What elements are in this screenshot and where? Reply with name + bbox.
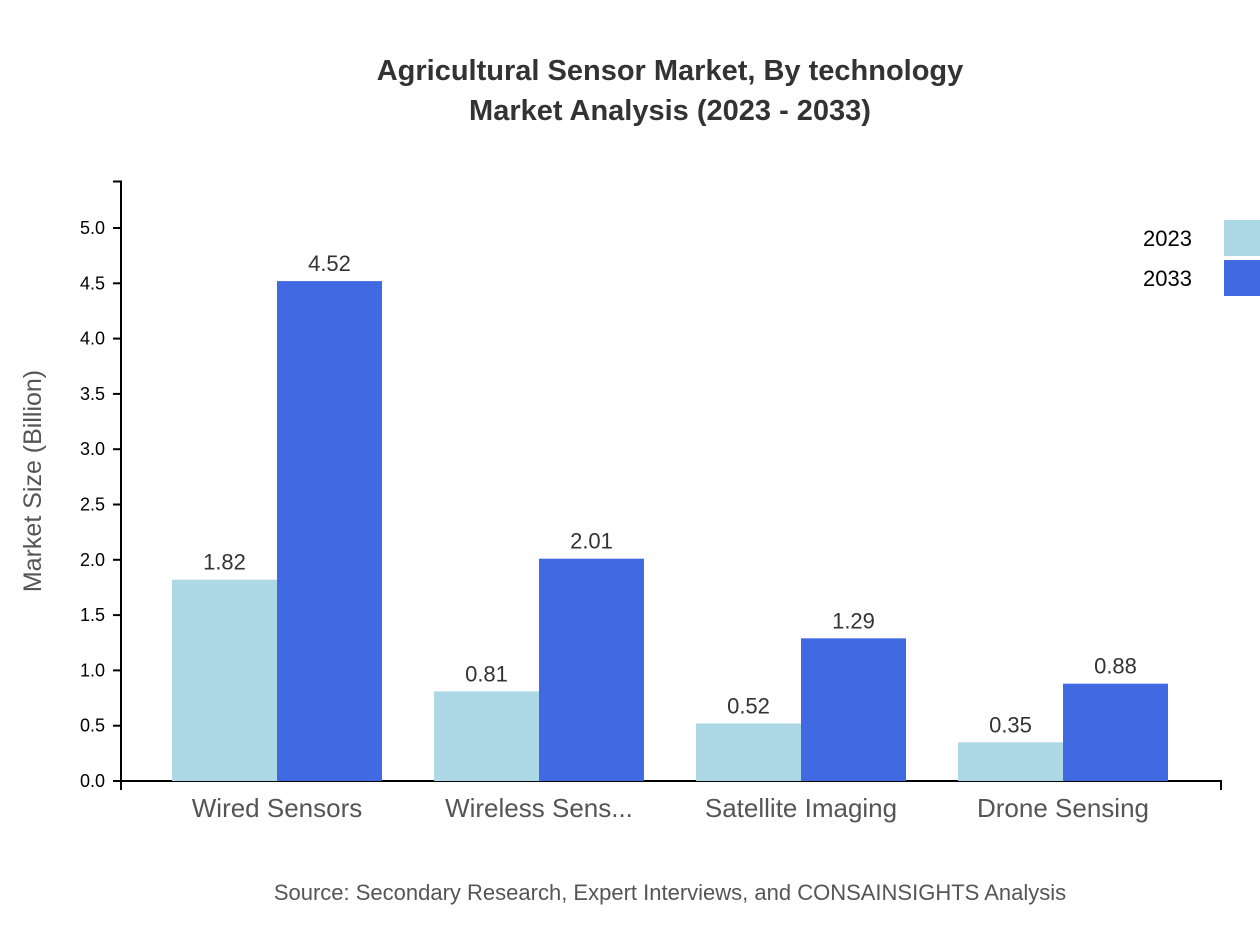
data-label: 0.52 <box>727 693 770 718</box>
y-tick-label: 0.5 <box>80 716 105 736</box>
y-tick-label: 3.5 <box>80 384 105 404</box>
x-tick-label: Wired Sensors <box>192 793 363 823</box>
bar-2023 <box>172 579 277 781</box>
bar-2033 <box>539 558 644 781</box>
data-label: 1.82 <box>203 550 246 575</box>
source-note: Source: Secondary Research, Expert Inter… <box>274 880 1066 905</box>
x-tick-label: Satellite Imaging <box>705 793 897 823</box>
y-tick-label: 1.5 <box>80 605 105 625</box>
data-label: 0.35 <box>989 712 1032 737</box>
x-tick-label: Drone Sensing <box>977 793 1149 823</box>
bar-2023 <box>696 723 801 781</box>
data-label: 4.52 <box>308 251 351 276</box>
y-axis-label: Market Size (Billion) <box>19 370 47 592</box>
legend-label: 2023 <box>1143 226 1192 251</box>
legend-label: 2033 <box>1143 266 1192 291</box>
bar-2033 <box>801 638 906 781</box>
x-axis-line <box>120 780 1222 790</box>
data-label: 0.88 <box>1094 654 1137 679</box>
y-tick-label: 5.0 <box>80 218 105 238</box>
y-tick-label: 2.0 <box>80 550 105 570</box>
y-tick-label: 4.5 <box>80 273 105 293</box>
y-tick-label: 2.5 <box>80 495 105 515</box>
bar-2023 <box>958 742 1063 781</box>
data-label: 1.29 <box>832 608 875 633</box>
data-label: 0.81 <box>465 661 508 686</box>
bar-2033 <box>1063 683 1168 781</box>
y-tick-label: 1.0 <box>80 660 105 680</box>
legend-swatch <box>1224 220 1260 256</box>
bar-2023 <box>434 691 539 781</box>
bar-2033 <box>277 281 382 781</box>
y-tick-label: 0.0 <box>80 771 105 791</box>
chart-subtitle: Market Analysis (2023 - 2033) <box>469 95 871 127</box>
y-tick-label: 4.0 <box>80 329 105 349</box>
data-label: 2.01 <box>570 529 613 554</box>
legend-swatch <box>1224 260 1260 296</box>
chart-title: Agricultural Sensor Market, By technolog… <box>377 55 964 87</box>
x-tick-label: Wireless Sens... <box>445 793 633 823</box>
y-tick-label: 3.0 <box>80 439 105 459</box>
y-axis-line <box>113 180 122 782</box>
